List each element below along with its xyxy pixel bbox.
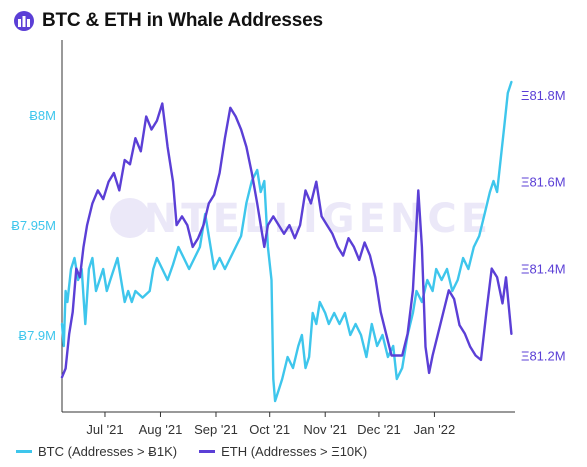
y-left-tick-label: Ƀ7.9M — [18, 328, 56, 343]
chart-title: BTC & ETH in Whale Addresses — [42, 10, 323, 31]
watermark-logo-icon — [110, 198, 150, 238]
series-line-btc — [60, 80, 513, 403]
y-right-tick-label: Ξ81.4M — [521, 262, 566, 277]
legend-item-eth[interactable]: ETH (Addresses > Ξ10K) — [199, 444, 367, 459]
chart-legend: BTC (Addresses > Ƀ1K) ETH (Addresses > Ξ… — [16, 444, 389, 459]
x-tick-label: Dec '21 — [357, 422, 401, 437]
y-right-tick-label: Ξ81.6M — [521, 175, 566, 190]
legend-swatch-eth — [199, 450, 216, 453]
y-right-tick-label: Ξ81.2M — [521, 349, 566, 364]
y-left-tick-label: Ƀ7.95M — [11, 218, 56, 233]
intotheblock-logo-icon — [14, 11, 34, 31]
series-line-eth — [60, 102, 513, 379]
legend-label-btc: BTC (Addresses > Ƀ1K) — [38, 444, 178, 459]
x-tick-label: Jul '21 — [86, 422, 123, 437]
x-tick-label: Aug '21 — [139, 422, 183, 437]
y-left-tick-label: Ƀ8M — [29, 108, 56, 123]
legend-swatch-btc — [16, 450, 32, 453]
x-tick-label: Nov '21 — [303, 422, 347, 437]
y-right-tick-label: Ξ81.8M — [521, 88, 566, 103]
x-tick-label: Oct '21 — [249, 422, 290, 437]
title-row: BTC & ETH in Whale Addresses — [14, 10, 323, 32]
watermark-text: INTELLIGENCE — [125, 196, 492, 242]
chart-area: INTELLIGENCE Jul '21 Aug '21 Sep '21 Oct '21… — [11, 40, 566, 437]
legend-label-eth: ETH (Addresses > Ξ10K) — [221, 444, 368, 459]
x-tick-label: Jan '22 — [414, 422, 456, 437]
legend-item-btc[interactable]: BTC (Addresses > Ƀ1K) — [16, 444, 177, 459]
x-tick-label: Sep '21 — [194, 422, 238, 437]
